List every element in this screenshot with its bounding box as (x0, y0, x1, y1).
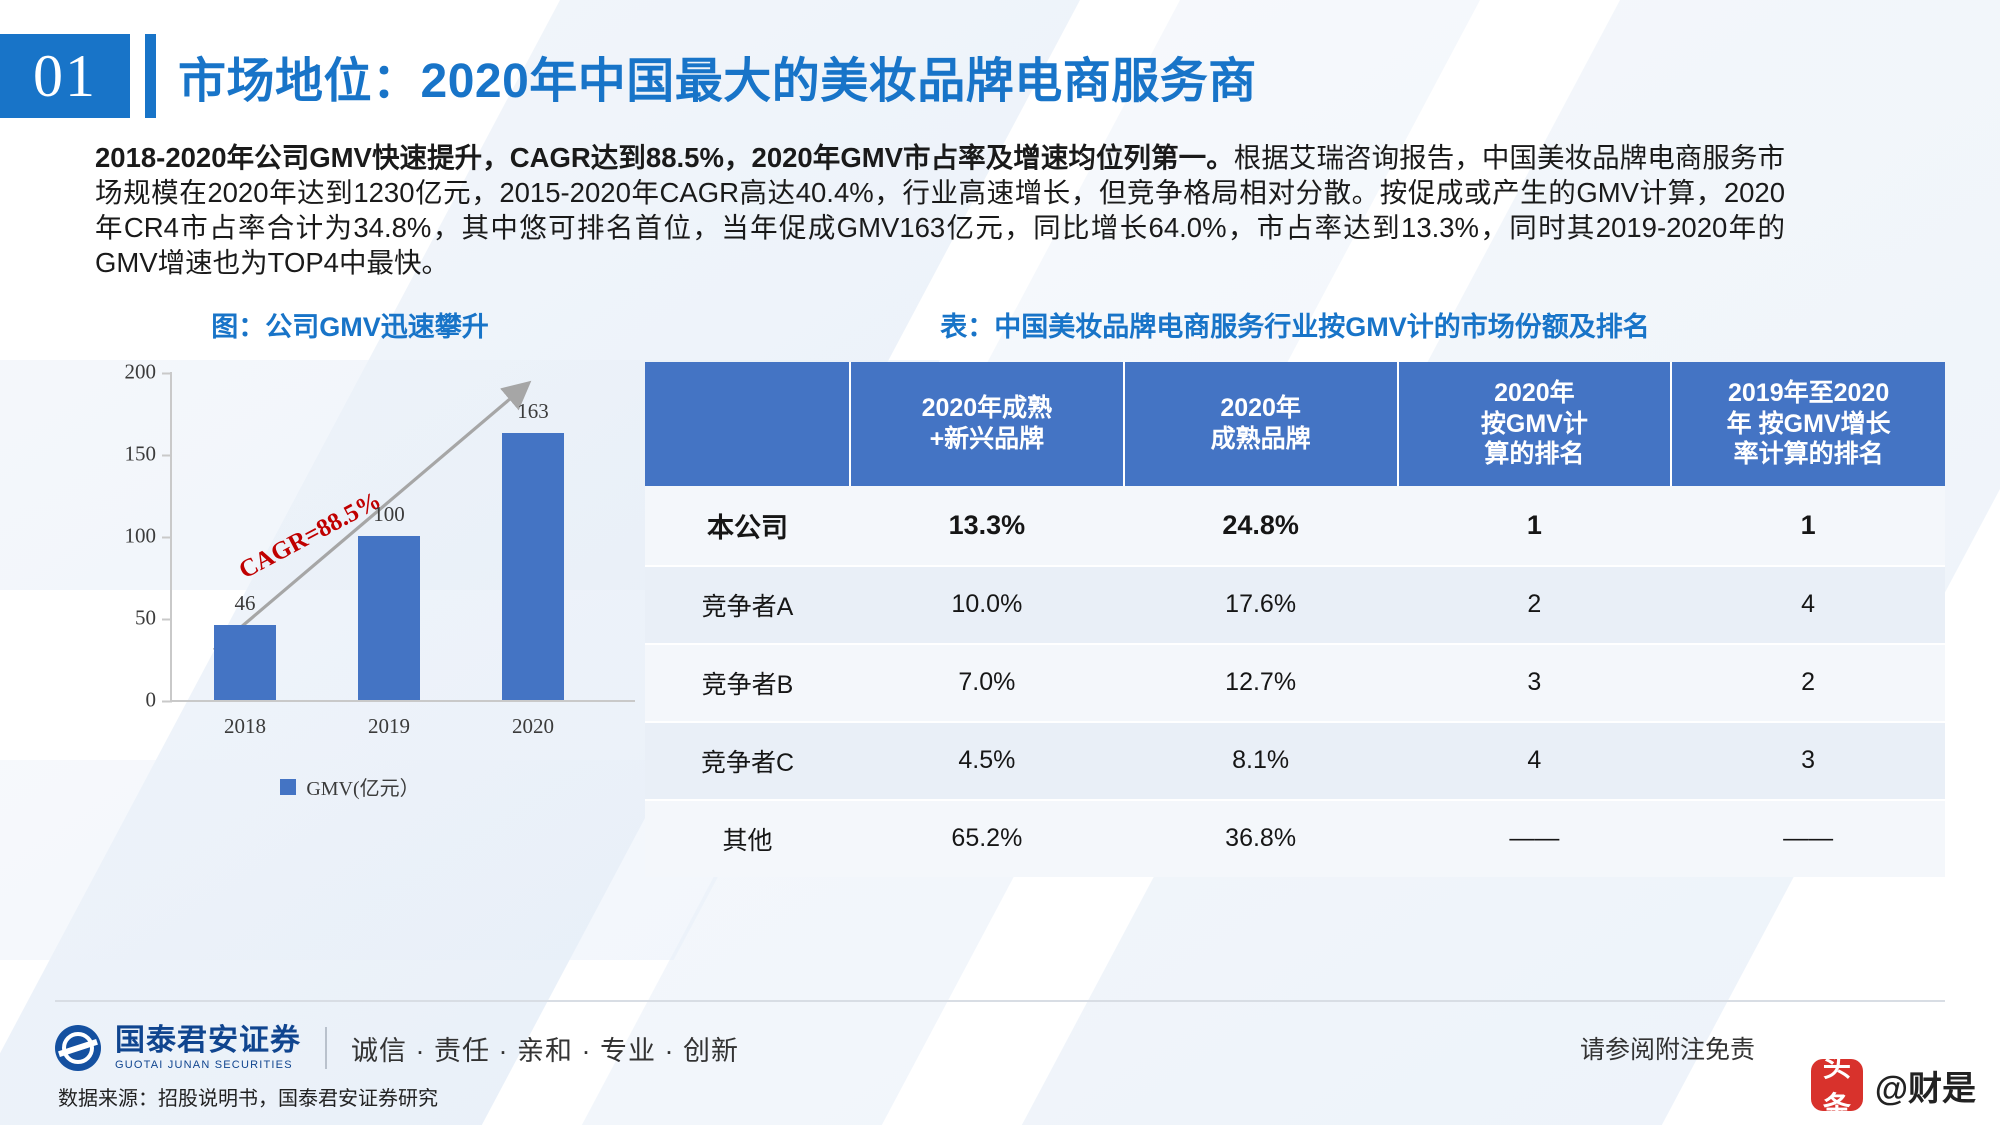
cell-mature: 24.8% (1123, 485, 1398, 567)
row-label: 竞争者C (645, 721, 850, 801)
page-title: 市场地位：2020年中国最大的美妆品牌电商服务商 (178, 55, 1257, 108)
y-axis-tick: 200 (125, 360, 173, 385)
guotai-junan-logo-icon (55, 1025, 101, 1071)
brand-name-cn: 国泰君安证券 (115, 1023, 301, 1057)
cell-growth-rank: 1 (1671, 485, 1945, 567)
table-row: 其他 65.2% 36.8% —— —— (645, 799, 1945, 877)
gmv-chart-panel: 图：公司GMV迅速攀升 200 150 100 50 0 CAGR=88.5% … (55, 305, 645, 801)
header-cell-blank (645, 362, 851, 486)
chart-plot-area: 200 150 100 50 0 CAGR=88.5% 46 2018 (125, 360, 635, 738)
watermark: 头条 @财是 (1810, 1051, 1976, 1122)
header-cell-mature: 2020年 成熟品牌 (1123, 362, 1399, 486)
cell-mature: 36.8% (1123, 799, 1398, 877)
header-cell-gmv-rank: 2020年 按GMV计 算的排名 (1397, 362, 1673, 486)
bar-2018: 46 2018 (214, 591, 276, 738)
legend-swatch-icon (280, 778, 297, 795)
brand-text: 国泰君安证券 GUOTAI JUNAN SECURITIES (115, 1023, 301, 1071)
table-header-row: 2020年成熟 +新兴品牌 2020年 成熟品牌 2020年 按GMV计 算的排… (645, 362, 1945, 486)
data-source-note: 数据来源：招股说明书，国泰君安证券研究 (58, 1088, 438, 1110)
header-line: 2019年至2020 (1728, 379, 1890, 407)
slide-header: 01 市场地位：2020年中国最大的美妆品牌电商服务商 (0, 34, 1257, 118)
header-line: 2020年 (1494, 379, 1575, 407)
market-share-table: 2020年成熟 +新兴品牌 2020年 成熟品牌 2020年 按GMV计 算的排… (645, 362, 1945, 877)
disclaimer-note: 请参阅附注免责 (1579, 1036, 1755, 1064)
header-line: 算的排名 (1484, 440, 1585, 468)
summary-lead: 2018-2020年公司GMV快速提升，CAGR达到88.5%，2020年GMV… (95, 142, 1234, 173)
bar-2020: 163 2020 (502, 399, 564, 738)
header-line: 2020年成熟 (921, 394, 1053, 423)
footer-divider (55, 1000, 1945, 1002)
cell-mature-plus-emerging: 7.0% (850, 643, 1124, 723)
bar-value-label: 46 (234, 590, 256, 615)
footer-separator (325, 1027, 327, 1069)
section-number: 01 (0, 34, 130, 118)
table-row: 竞争者B 7.0% 12.7% 3 2 (645, 643, 1945, 723)
bar-chart: 200 150 100 50 0 CAGR=88.5% 46 2018 (65, 360, 645, 762)
table-row: 竞争者A 10.0% 17.6% 2 4 (645, 565, 1945, 645)
row-label: 其他 (645, 799, 850, 877)
cell-mature: 17.6% (1123, 565, 1398, 645)
row-label: 竞争者B (645, 643, 850, 723)
y-axis-tick: 0 (146, 688, 173, 713)
cell-mature: 8.1% (1123, 721, 1398, 801)
cell-gmv-rank: 4 (1397, 721, 1672, 801)
header-line: 按GMV计 (1480, 409, 1588, 438)
legend-label: GMV(亿元） (306, 778, 420, 800)
toutiao-icon-label: 头条 (1822, 1051, 1851, 1122)
header-cell-growth-rank: 2019年至2020 年 按GMV增长 率计算的排名 (1671, 362, 1945, 486)
row-label: 竞争者A (645, 565, 850, 645)
table-body: 本公司 13.3% 24.8% 1 1 竞争者A 10.0% 17.6% 2 4… (645, 485, 1945, 877)
brand-name-en: GUOTAI JUNAN SECURITIES (115, 1058, 293, 1071)
header-line: 率计算的排名 (1733, 440, 1884, 468)
x-axis-tick: 2018 (224, 714, 266, 738)
summary-body: 根据艾瑞咨询报告，中国美妆品牌电商服务市场规模在2020年达到1230亿元，20… (95, 142, 1785, 278)
cell-mature: 12.7% (1123, 643, 1398, 723)
y-axis-tick: 100 (125, 524, 173, 549)
cell-mature-plus-emerging: 10.0% (850, 565, 1124, 645)
header-line: +新兴品牌 (929, 424, 1045, 453)
cell-growth-rank: —— (1671, 799, 1945, 877)
row-label: 本公司 (645, 485, 850, 567)
summary-paragraph: 2018-2020年公司GMV快速提升，CAGR达到88.5%，2020年GMV… (95, 140, 1785, 280)
table-header: 2020年成熟 +新兴品牌 2020年 成熟品牌 2020年 按GMV计 算的排… (645, 362, 1945, 486)
bar-value-label: 163 (517, 398, 549, 423)
x-axis-tick: 2019 (368, 714, 410, 738)
cell-mature-plus-emerging: 13.3% (850, 485, 1124, 567)
cell-gmv-rank: —— (1397, 799, 1672, 877)
cell-mature-plus-emerging: 4.5% (850, 721, 1124, 801)
y-axis-tick: 150 (125, 442, 173, 467)
header-cell-mature-plus-emerging: 2020年成熟 +新兴品牌 (850, 362, 1125, 486)
cell-gmv-rank: 2 (1397, 565, 1672, 645)
cell-gmv-rank: 1 (1397, 485, 1672, 567)
cell-growth-rank: 3 (1671, 721, 1945, 801)
table-row: 本公司 13.3% 24.8% 1 1 (645, 485, 1945, 567)
cell-gmv-rank: 3 (1397, 643, 1672, 723)
cell-growth-rank: 2 (1671, 643, 1945, 723)
bar-value-label: 100 (373, 502, 405, 526)
table-row: 竞争者C 4.5% 8.1% 4 3 (645, 721, 1945, 801)
cell-mature-plus-emerging: 65.2% (850, 799, 1124, 877)
header-line: 年 按GMV增长 (1726, 409, 1891, 438)
header-line: 2020年 (1220, 394, 1301, 423)
y-axis-tick: 50 (135, 606, 172, 631)
watermark-text: @财是 (1874, 1069, 1976, 1108)
toutiao-icon: 头条 (1810, 1051, 1863, 1122)
brand-slogan: 诚信 · 责任 · 亲和 · 专业 · 创新 (351, 1035, 739, 1066)
x-axis-tick: 2020 (512, 714, 554, 738)
bar-2019: 100 2019 (358, 502, 420, 738)
slide-footer: 国泰君安证券 GUOTAI JUNAN SECURITIES 诚信 · 责任 ·… (55, 1018, 1945, 1078)
cell-growth-rank: 4 (1671, 565, 1945, 645)
chart-title: 图：公司GMV迅速攀升 (211, 312, 489, 342)
header-line: 成熟品牌 (1210, 424, 1311, 453)
table-title: 表：中国美妆品牌电商服务行业按GMV计的市场份额及排名 (940, 312, 1650, 342)
chart-legend: GMV(亿元） (55, 772, 645, 801)
header-accent-bar (145, 34, 156, 118)
market-share-table-panel: 表：中国美妆品牌电商服务行业按GMV计的市场份额及排名 2020年成熟 +新兴品… (645, 305, 1945, 877)
trend-arrow-icon (212, 380, 532, 652)
